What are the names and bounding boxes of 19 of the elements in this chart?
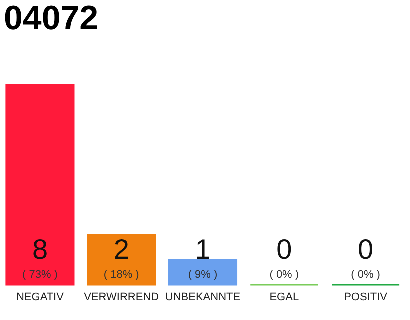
x-tick-label: NEGATIV: [16, 292, 65, 304]
data-label: 0: [358, 234, 374, 265]
data-label: 0: [276, 234, 292, 265]
annotation: ( 18% ): [104, 269, 140, 281]
bar: [168, 259, 238, 286]
annotation: ( 0% ): [351, 269, 380, 281]
x-tick-label: POSITIV: [344, 292, 388, 304]
bar: [6, 84, 75, 286]
chart-title: 04072: [4, 0, 99, 38]
annotation: ( 9% ): [188, 269, 218, 281]
data-label: 8: [32, 234, 48, 265]
data-label: 2: [114, 234, 130, 265]
annotation: ( 0% ): [270, 269, 300, 281]
annotation: ( 73% ): [22, 269, 58, 281]
bar: [87, 234, 156, 286]
x-tick-label: EGAL: [270, 292, 300, 304]
x-tick-label: VERWIRREND: [84, 292, 160, 304]
x-tick-label: UNBEKANNTE: [165, 292, 241, 304]
data-label: 1: [195, 234, 211, 265]
